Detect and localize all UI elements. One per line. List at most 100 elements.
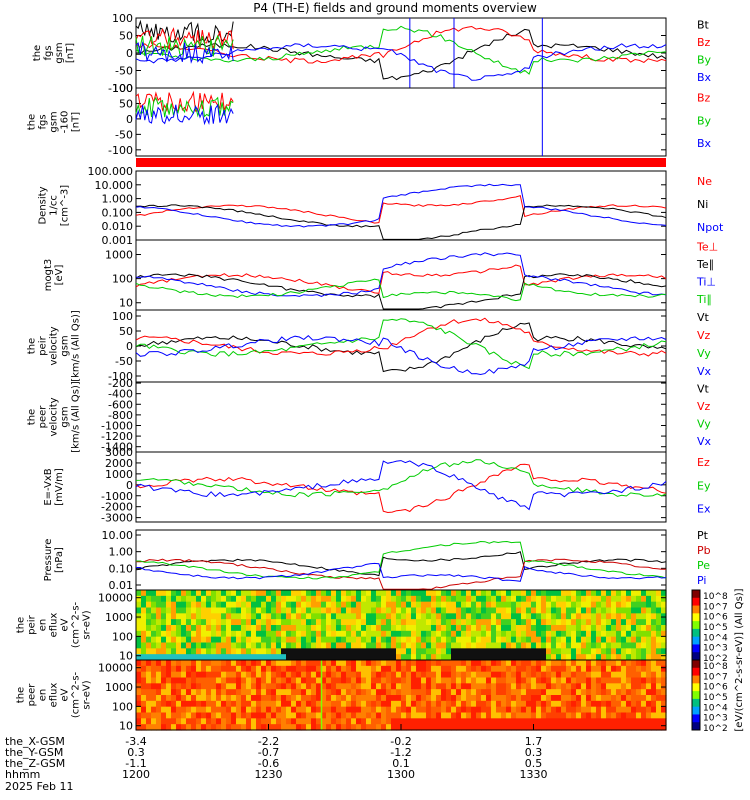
- spectrogram-cell: [226, 695, 232, 702]
- spectrogram-cell: [521, 660, 527, 667]
- spectrogram-cell: [226, 595, 232, 603]
- spectrogram-cell: [166, 636, 172, 644]
- spectrogram-cell: [421, 671, 427, 679]
- spectrogram-cell: [231, 712, 237, 719]
- spectrogram-cell: [426, 695, 432, 702]
- spectrogram-cell: [191, 619, 197, 626]
- spectrogram-cell: [471, 654, 477, 661]
- spectrogram-cell: [161, 660, 167, 667]
- spectrogram-cell: [261, 706, 267, 714]
- spectrogram-cell: [651, 648, 657, 655]
- spectrogram-cell: [356, 671, 362, 679]
- spectrogram-cell: [446, 724, 452, 731]
- spectrogram-cell: [531, 630, 537, 638]
- spectrogram-cell: [346, 601, 352, 609]
- spectrogram-cell: [186, 648, 192, 655]
- spectrogram-cell: [651, 700, 657, 708]
- spectrogram-cell: [176, 706, 182, 714]
- spectrogram-cell: [326, 630, 332, 638]
- spectrogram-cell: [256, 625, 262, 632]
- spectrogram-cell: [311, 613, 317, 620]
- spectrogram-cell: [156, 660, 162, 667]
- spectrogram-cell: [431, 724, 437, 731]
- spectrogram-cell: [421, 689, 427, 696]
- spectrogram-cell: [441, 595, 447, 603]
- spectrogram-cell: [446, 683, 452, 690]
- spectrogram-cell: [661, 630, 667, 638]
- spectrogram-cell: [551, 619, 557, 626]
- spectrogram-cell: [236, 613, 242, 620]
- spectrogram-cell: [161, 625, 167, 632]
- spectrogram-cell: [411, 695, 417, 702]
- spectrogram-cell: [571, 712, 577, 719]
- spectrogram-cell: [591, 660, 597, 667]
- spectrogram-cell: [561, 718, 567, 725]
- spectrogram-cell: [616, 695, 622, 702]
- spectrogram-cell: [606, 630, 612, 638]
- spectrogram-cell: [136, 706, 142, 714]
- spectrogram-cell: [206, 654, 212, 661]
- y-tick-label: -200: [108, 377, 133, 390]
- spectrogram-cell: [301, 671, 307, 679]
- spectrogram-cell: [416, 636, 422, 644]
- y-tick-label: 0.10: [109, 562, 134, 575]
- spectrogram-cell: [476, 665, 482, 673]
- spectrogram-cell: [351, 654, 357, 661]
- spectrogram-cell: [536, 607, 542, 614]
- spectrogram-cell: [311, 607, 317, 614]
- spectrogram-cell: [576, 636, 582, 644]
- y-axis-label: E=-VxB: [43, 468, 54, 505]
- series-Bx: [135, 43, 667, 81]
- spectrogram-cell: [251, 660, 257, 667]
- x-tick-X: -3.4: [125, 735, 146, 748]
- spectrogram-cell: [541, 601, 547, 609]
- spectrogram-cell: [631, 648, 637, 655]
- spectrogram-cell: [316, 636, 322, 644]
- y-axis-label: [nT]: [65, 43, 76, 63]
- spectrogram-cell: [646, 695, 652, 702]
- spectrogram-cell: [346, 625, 352, 632]
- spectrogram-cell: [596, 671, 602, 679]
- spectrogram-cell: [561, 665, 567, 673]
- spectrogram-cell: [161, 642, 167, 649]
- spectrogram-cell: [341, 636, 347, 644]
- spectrogram-cell: [496, 706, 502, 714]
- spectrogram-cell: [351, 642, 357, 649]
- spectrogram-cell: [531, 706, 537, 714]
- spectrogram-cell: [156, 648, 162, 655]
- spectrogram-cell: [541, 636, 547, 644]
- spectrogram-cell: [661, 607, 667, 614]
- spectrogram-cell: [326, 677, 332, 684]
- spectrogram-cell: [271, 642, 277, 649]
- spectrogram-cell: [636, 607, 642, 614]
- spectrogram-cell: [601, 654, 607, 661]
- spectrogram-cell: [216, 689, 222, 696]
- legend-Vy: Vy: [697, 418, 711, 431]
- spectrogram-cell: [601, 595, 607, 603]
- spectrogram-cell: [606, 607, 612, 614]
- y-tick-label: 1.00: [109, 546, 134, 559]
- spectrogram-cell: [606, 665, 612, 673]
- spectrogram-cell: [606, 654, 612, 661]
- spectrogram-cell: [251, 619, 257, 626]
- spectrogram-cell: [151, 706, 157, 714]
- spectrogram-cell: [286, 712, 292, 719]
- spectrogram-cell: [311, 671, 317, 679]
- spectrogram-cell: [376, 625, 382, 632]
- spectrogram-cell: [611, 724, 617, 731]
- y-tick-label: -100: [108, 82, 133, 95]
- spectrogram-cell: [656, 724, 662, 731]
- spectrogram-cell: [481, 706, 487, 714]
- series-Pt: [135, 551, 667, 577]
- spectrogram-cell: [461, 636, 467, 644]
- spectrogram-cell: [586, 595, 592, 603]
- spectrogram-cell: [371, 665, 377, 673]
- spectrogram-cell: [596, 695, 602, 702]
- spectrogram-cell: [326, 712, 332, 719]
- y-tick-label: 0: [126, 47, 133, 60]
- spectrogram-cell: [566, 601, 572, 609]
- spectrogram-cell: [276, 724, 282, 731]
- spectrogram-cell: [201, 712, 207, 719]
- spectrogram-cell: [491, 683, 497, 690]
- y-tick-label: 10000: [98, 662, 133, 675]
